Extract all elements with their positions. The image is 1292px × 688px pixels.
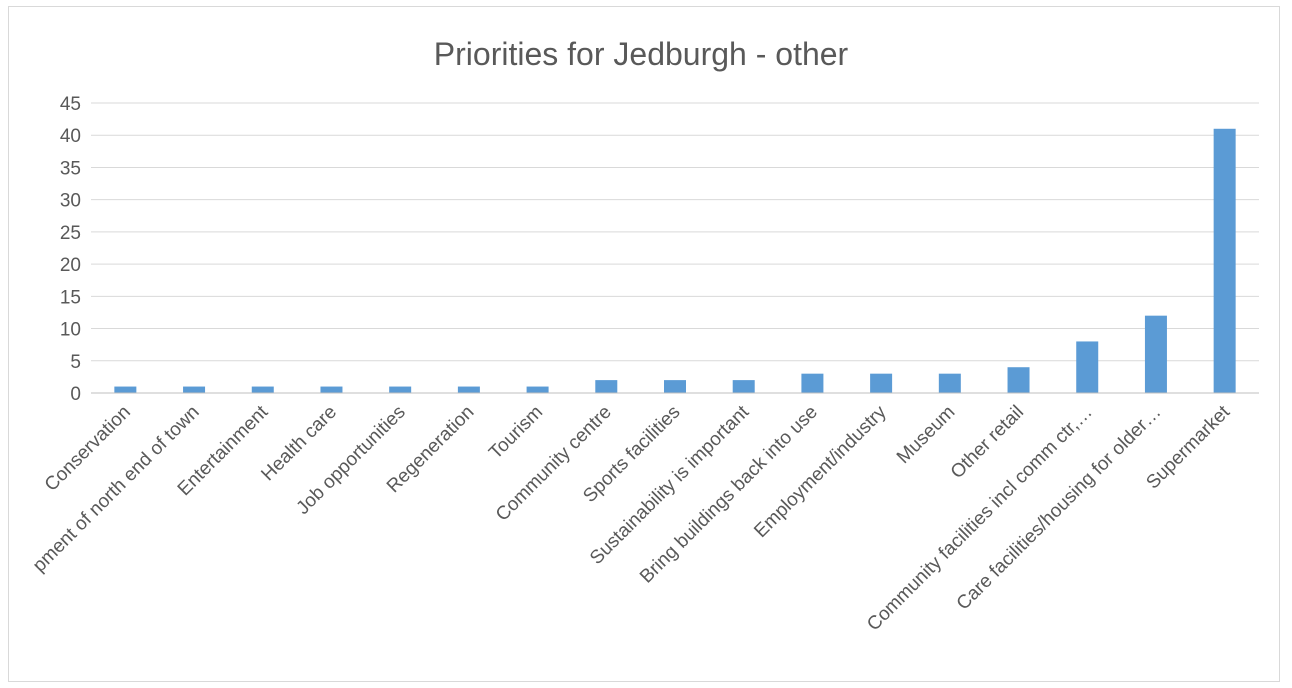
y-tick-label: 0 xyxy=(70,384,81,405)
bar xyxy=(183,386,206,393)
bar xyxy=(114,386,137,393)
bar xyxy=(320,386,343,393)
chart-frame: Priorities for Jedburgh - other 0 5 10 15 20… xyxy=(8,6,1280,682)
bar xyxy=(801,373,824,393)
x-tick-label: Employment/industry xyxy=(750,401,891,542)
bar xyxy=(251,386,274,393)
bar xyxy=(1213,128,1236,393)
chart-title: Priorities for Jedburgh - other xyxy=(434,36,849,72)
y-tick-label: 45 xyxy=(60,94,81,115)
bar xyxy=(1144,315,1167,393)
bar xyxy=(595,380,618,393)
bar-chart: Priorities for Jedburgh - other 0 5 10 15 20… xyxy=(29,36,1259,635)
y-tick-label: 5 xyxy=(70,352,81,373)
bar xyxy=(457,386,480,393)
bars xyxy=(114,128,1236,393)
bar xyxy=(664,380,686,393)
bar xyxy=(526,386,549,393)
bar xyxy=(1076,341,1099,393)
bar xyxy=(389,386,412,393)
x-tick-label: Museum xyxy=(893,402,959,468)
y-axis-ticks: 0 5 10 15 20 25 30 35 40 45 xyxy=(60,94,81,405)
y-tick-label: 15 xyxy=(60,287,81,308)
y-tick-label: 20 xyxy=(60,255,81,276)
y-tick-label: 10 xyxy=(60,320,81,341)
gridlines xyxy=(91,102,1259,362)
y-tick-label: 40 xyxy=(60,126,81,147)
y-tick-label: 35 xyxy=(60,158,81,179)
bar xyxy=(1007,367,1030,393)
bar xyxy=(870,373,893,393)
y-tick-label: 25 xyxy=(60,223,81,244)
bar xyxy=(732,380,755,393)
bar xyxy=(938,373,961,393)
y-tick-label: 30 xyxy=(60,191,81,212)
x-tick-label: Tourism xyxy=(485,402,547,464)
x-tick-label: Community centre xyxy=(492,402,616,526)
